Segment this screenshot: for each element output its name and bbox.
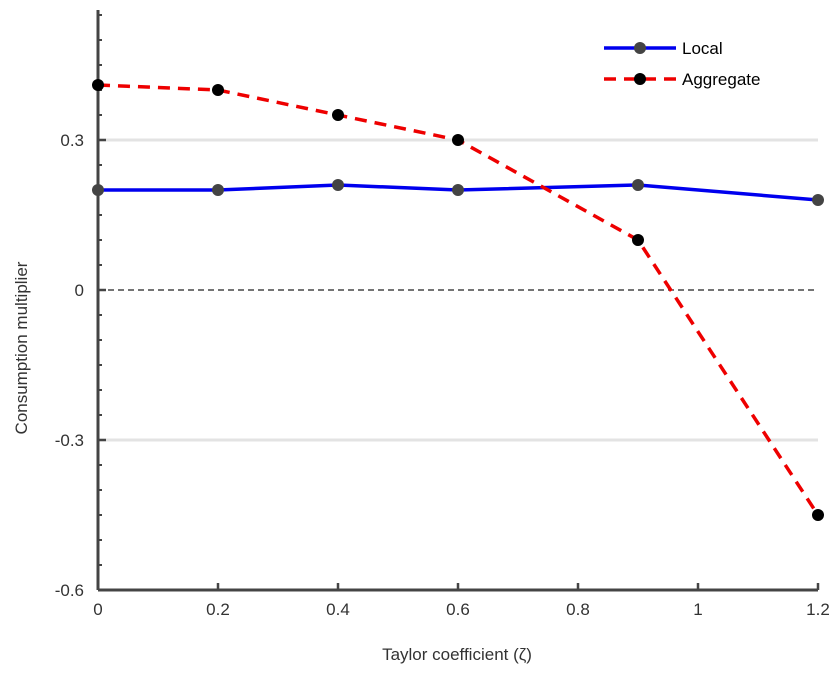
axis-layer xyxy=(96,10,820,592)
label-layer: 0 0.2 0.4 0.6 0.8 1 1.2 -0.6 -0.3 0 0.3 xyxy=(55,131,830,619)
y-tick-label: -0.6 xyxy=(55,581,84,600)
x-tick-label: 1 xyxy=(693,600,702,619)
y-tick-label: 0 xyxy=(75,281,84,300)
data-point-local xyxy=(812,194,824,206)
x-tick-label: 0 xyxy=(93,600,102,619)
data-point-local xyxy=(452,184,464,196)
x-tick-label: 1.2 xyxy=(806,600,830,619)
y-tick-label: 0.3 xyxy=(60,131,84,150)
series-line-aggregate xyxy=(97,83,820,516)
data-point-local xyxy=(332,179,344,191)
x-tick-label: 0.4 xyxy=(326,600,350,619)
data-point-aggregate xyxy=(812,509,824,521)
series-layer xyxy=(92,79,824,521)
legend-marker-local xyxy=(634,42,646,54)
x-tick-label: 0.8 xyxy=(566,600,590,619)
data-point-aggregate xyxy=(452,134,464,146)
data-point-local xyxy=(92,184,104,196)
y-tick-label: -0.3 xyxy=(55,431,84,450)
data-point-local xyxy=(632,179,644,191)
y-axis-title: Consumption multiplier xyxy=(12,261,31,434)
x-tick-label: 0.6 xyxy=(446,600,470,619)
data-point-local xyxy=(212,184,224,196)
x-tick-label: 0.2 xyxy=(206,600,230,619)
legend: Local Aggregate xyxy=(604,39,760,89)
data-point-aggregate xyxy=(332,109,344,121)
data-point-aggregate xyxy=(212,84,224,96)
legend-label-aggregate: Aggregate xyxy=(682,70,760,89)
series-line-local xyxy=(98,183,819,202)
legend-marker-aggregate xyxy=(634,73,646,85)
data-point-aggregate xyxy=(92,79,104,91)
data-point-aggregate xyxy=(632,234,644,246)
legend-label-local: Local xyxy=(682,39,723,58)
x-axis-title: Taylor coefficient (ζ) xyxy=(382,645,532,664)
